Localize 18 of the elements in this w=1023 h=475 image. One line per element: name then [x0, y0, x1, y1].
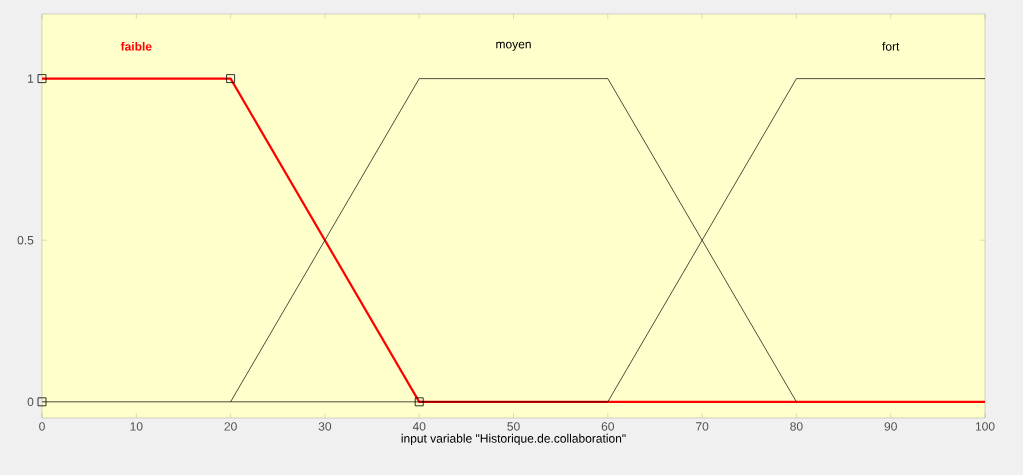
x-axis-title: input variable "Historique.de.collaboration"	[401, 433, 626, 446]
x-tick-label: 60	[601, 422, 615, 431]
x-tick-label: 20	[224, 422, 237, 431]
x-tick-label: 80	[790, 422, 803, 431]
x-tick-label: 50	[507, 422, 520, 431]
y-tick-label: 1	[28, 74, 34, 83]
x-tick-label: 40	[412, 422, 426, 431]
x-tick-label: 100	[975, 422, 995, 431]
text: fort	[882, 41, 900, 51]
x-tick-label: 10	[130, 422, 143, 431]
y-tick-label: 0	[27, 397, 34, 407]
x-tick-label: 0	[39, 422, 45, 431]
y-tick-label: 0.5	[17, 235, 34, 245]
text: faible	[120, 41, 152, 51]
x-tick-label: 30	[318, 422, 332, 431]
x-tick-label: 70	[696, 422, 709, 431]
text: moyen	[496, 41, 531, 51]
x-tick-label: 90	[884, 422, 897, 431]
